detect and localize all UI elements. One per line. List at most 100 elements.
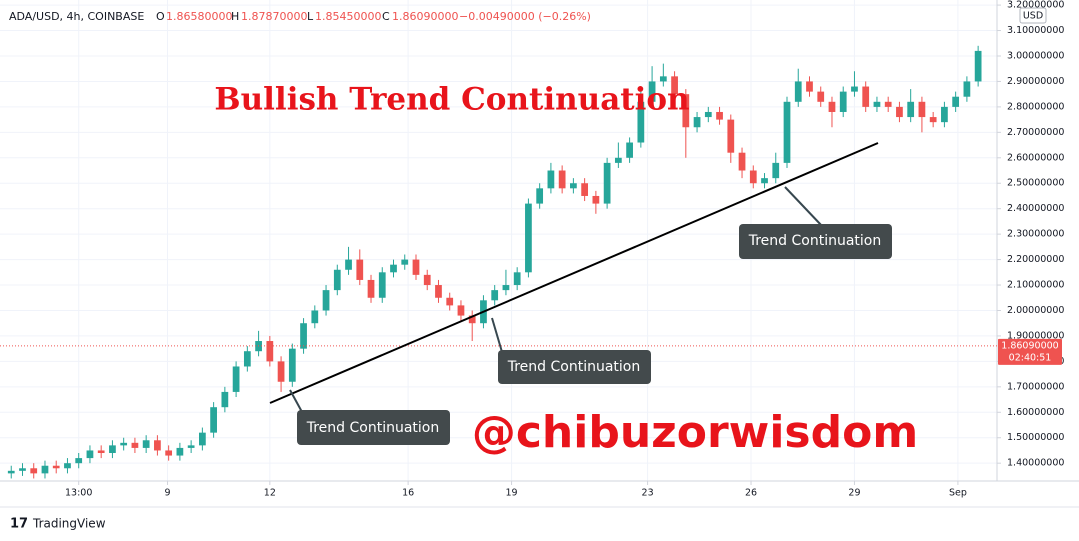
x-tick-label: 12 xyxy=(264,488,276,499)
candle-body xyxy=(356,259,364,280)
candle-body xyxy=(131,442,139,448)
candle-body xyxy=(367,279,375,298)
candle-body xyxy=(30,468,38,474)
candle-body xyxy=(704,111,712,118)
candle-body xyxy=(963,81,971,97)
callout-pointer xyxy=(491,317,503,353)
candle-body xyxy=(873,101,881,107)
x-tick-label: 19 xyxy=(506,488,518,499)
grid xyxy=(0,0,997,481)
candle-body xyxy=(839,91,847,112)
callout-box xyxy=(739,224,892,259)
candle-body xyxy=(851,86,858,92)
callout-text: Trend Continuation xyxy=(748,233,882,249)
y-tick-label: 1.40000000 xyxy=(1007,458,1064,469)
candle-body xyxy=(468,315,476,324)
candle-body xyxy=(75,458,83,464)
candle-body xyxy=(41,465,49,474)
watermark: @chibuzorwisdom xyxy=(472,407,918,458)
candle-body xyxy=(974,50,982,82)
candle-body xyxy=(288,348,296,382)
candle-body xyxy=(570,183,577,189)
y-tick-label: 3.10000000 xyxy=(1007,25,1064,36)
candle-body xyxy=(738,152,746,171)
candle-body xyxy=(749,170,757,184)
y-tick-label: 3.20000000 xyxy=(1007,0,1064,11)
candle-body xyxy=(558,170,566,189)
candle-body xyxy=(412,259,420,275)
candle-body xyxy=(794,81,802,102)
footer-text: TradingView xyxy=(32,517,106,531)
y-tick-label: 3.00000000 xyxy=(1007,50,1064,61)
change: −0.00490000 (−0.26%) xyxy=(459,10,591,23)
ohlc-value: 1.87870000 xyxy=(241,10,307,23)
candle-body xyxy=(952,96,960,107)
y-tick-label: 2.90000000 xyxy=(1007,76,1064,87)
y-tick-label: 2.10000000 xyxy=(1007,280,1064,291)
candle-body xyxy=(154,440,161,451)
candle-body xyxy=(727,119,735,153)
candle-body xyxy=(592,195,600,204)
candle-body xyxy=(828,101,836,112)
candle-body xyxy=(19,468,26,471)
trend-line xyxy=(269,142,879,404)
candle-body xyxy=(311,310,319,324)
candle-body xyxy=(491,290,499,301)
y-tick-label: 2.80000000 xyxy=(1007,101,1064,112)
candle-body xyxy=(884,101,892,107)
candle-body xyxy=(693,117,701,128)
symbol: ADA/USD, 4h, COINBASE xyxy=(9,10,144,23)
candle-body xyxy=(142,440,150,448)
ohlc-key: H xyxy=(231,10,239,23)
candle-body xyxy=(659,76,667,82)
candle-body xyxy=(761,178,768,184)
x-tick-label: 23 xyxy=(642,488,654,499)
candle-body xyxy=(547,170,555,189)
candle-body xyxy=(941,106,948,123)
candle-body xyxy=(581,183,589,196)
ohlc-value: 1.86580000 xyxy=(166,10,232,23)
footer: 17 TradingView xyxy=(10,517,106,532)
candle-body xyxy=(682,94,690,128)
candle-body xyxy=(86,450,94,459)
candle-body xyxy=(277,361,285,382)
y-tick-label: 2.30000000 xyxy=(1007,229,1064,240)
candle-body xyxy=(648,81,656,102)
callout-box xyxy=(297,410,450,445)
candle-body xyxy=(457,305,465,316)
x-tick-label: 29 xyxy=(848,488,860,499)
candles xyxy=(7,45,982,479)
candle-body xyxy=(390,264,397,273)
candle-body xyxy=(187,445,195,448)
y-tick-label: 1.60000000 xyxy=(1007,407,1064,418)
x-tick-label: 9 xyxy=(164,488,170,499)
callout-pointer xyxy=(784,186,823,227)
candle-body xyxy=(243,351,251,367)
candle-body xyxy=(266,341,274,362)
candle-body xyxy=(536,188,544,204)
ohlc-key: C xyxy=(382,10,390,23)
candle-body xyxy=(513,272,521,286)
candle-body xyxy=(52,465,60,469)
candle-body xyxy=(435,285,442,298)
candle-body xyxy=(896,106,903,118)
candle-body xyxy=(109,445,116,454)
candle-body xyxy=(165,450,173,456)
currency-tag-box xyxy=(1019,7,1047,24)
y-tick-label: 2.20000000 xyxy=(1007,254,1064,265)
y-tick-label: 1.50000000 xyxy=(1007,432,1064,443)
candle-body xyxy=(918,101,926,118)
candle-body xyxy=(64,463,71,469)
ohlc-key: L xyxy=(307,10,314,23)
callout-box xyxy=(498,350,651,384)
last-price-box xyxy=(998,338,1062,365)
ohlc-key: O xyxy=(156,10,165,23)
x-tick-label: 13:00 xyxy=(65,488,92,499)
y-tick-label: 2.70000000 xyxy=(1007,127,1064,138)
candle-body xyxy=(378,272,386,298)
candle-body xyxy=(614,157,622,163)
callout-text: Trend Continuation xyxy=(507,359,641,375)
candle-body xyxy=(300,323,307,349)
logo: 17 xyxy=(10,517,28,532)
